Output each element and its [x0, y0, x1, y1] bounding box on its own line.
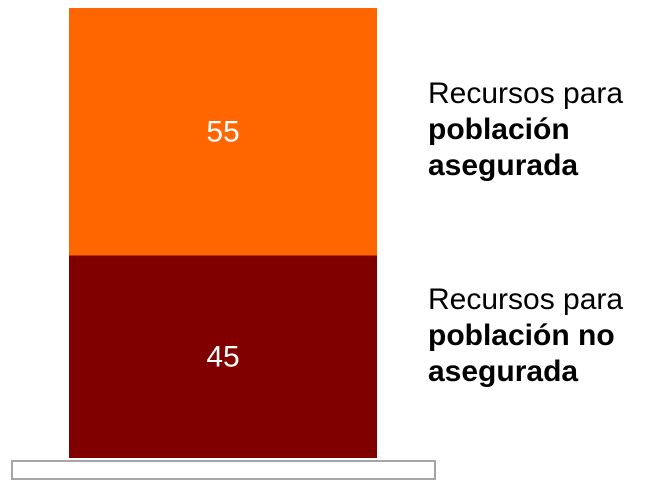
- legend-line-bold: asegurada: [428, 355, 579, 388]
- data-label-1: 55: [206, 115, 239, 148]
- legend-line: Recursos para: [428, 77, 624, 110]
- bar-stack: [69, 8, 377, 458]
- bar-segment-0: [69, 255, 377, 458]
- data-label-0: 45: [206, 340, 239, 373]
- legend-line-bold: población no: [428, 319, 615, 352]
- legend-line: Recursos para: [428, 283, 624, 316]
- legend-entry-asegurada: Recursos para población asegurada: [428, 76, 652, 184]
- legend-line-bold: población: [428, 113, 570, 146]
- category-axis-box: [11, 460, 436, 480]
- data-labels: 45 55: [206, 115, 239, 373]
- legend-entry-no-asegurada: Recursos para población no asegurada: [428, 282, 652, 390]
- legend-line-bold: asegurada: [428, 149, 579, 182]
- bar-segment-1: [69, 8, 377, 256]
- stacked-bar-chart: 45 55: [69, 8, 377, 458]
